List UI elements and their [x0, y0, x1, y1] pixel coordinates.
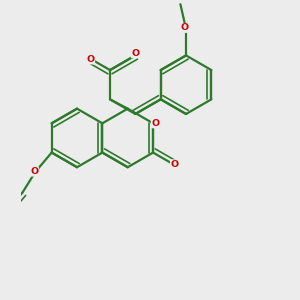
Text: O: O: [131, 49, 140, 58]
Text: O: O: [86, 55, 95, 64]
Text: O: O: [30, 167, 38, 176]
Text: O: O: [181, 23, 189, 32]
Text: O: O: [170, 160, 178, 169]
Text: O: O: [151, 119, 159, 128]
